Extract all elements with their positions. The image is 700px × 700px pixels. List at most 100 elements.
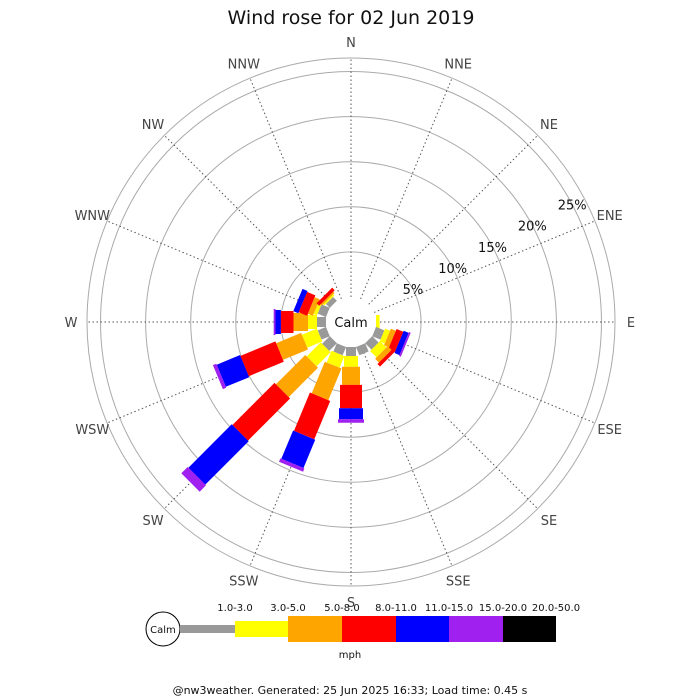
bar-s-bin-1	[346, 347, 356, 356]
dir-label-se: SE	[541, 514, 557, 529]
bar-s-bin-4	[340, 384, 362, 409]
grid-ring-2	[235, 206, 467, 438]
bar-wnw-bin-4	[298, 291, 316, 316]
bar-wsw-bin-4	[240, 341, 284, 377]
dir-label-nne: NNE	[444, 57, 472, 72]
bar-wsw-bin-6	[212, 363, 227, 390]
legend-bin-label-3: 5.0-8.0	[324, 603, 359, 614]
bar-nw-bin-3	[320, 291, 335, 306]
bar-ese-bin-6	[399, 332, 411, 357]
dir-label-e: E	[627, 316, 635, 331]
bar-sse-bin-1	[355, 343, 369, 356]
speed-legend: Calm mph 1.0-3.0 3.0-5.0 5.0-8.0 8.0-11.0 11…	[145, 603, 580, 661]
dir-label-nw: NW	[142, 118, 165, 133]
bar-se-bin-4	[377, 348, 396, 367]
ring-label-1: 5%	[403, 283, 424, 298]
bar-wnw-bin-5	[293, 288, 308, 314]
bar-e-bin-2	[376, 315, 380, 329]
dir-label-sw: SW	[142, 514, 163, 529]
bar-ese-bin-5	[394, 330, 409, 356]
bar-se-bin-2	[370, 341, 387, 358]
legend-calm-label: Calm	[150, 625, 176, 636]
bar-ese-bin-2	[379, 328, 391, 344]
bar-w-bin-3	[293, 313, 308, 331]
bar-ssw-bin-6	[279, 458, 305, 472]
bar-ssw-bin-2	[326, 350, 345, 368]
bar-w-bin-1	[317, 317, 326, 327]
calm-label: Calm	[334, 316, 367, 331]
wind-bars	[181, 287, 411, 492]
bar-sw-bin-6	[181, 467, 206, 492]
calm-circle-shape	[326, 297, 376, 347]
bar-w-bin-5	[275, 310, 281, 334]
bar-sw-bin-3	[275, 355, 318, 398]
bar-ese-bin-1	[372, 326, 385, 340]
bar-s-bin-6	[338, 419, 364, 423]
bar-s-bin-5	[339, 408, 363, 420]
grid-ring-3	[190, 161, 512, 483]
bar-wnw-bin-1	[317, 304, 330, 318]
bar-w-bin-4	[280, 311, 294, 333]
bar-w-bin-6	[273, 309, 276, 335]
ring-label-4: 20%	[518, 220, 547, 235]
legend-swatch-1	[180, 625, 235, 633]
legend-units: mph	[339, 650, 361, 661]
legend-bin-label-1: 1.0-3.0	[217, 603, 252, 614]
dir-label-wnw: WNW	[75, 209, 111, 224]
legend-swatch-2	[235, 621, 288, 637]
dir-label-ne: NE	[540, 118, 558, 133]
bar-nw-bin-2	[323, 294, 335, 306]
dir-label-wsw: WSW	[75, 423, 109, 438]
legend-swatch-7	[503, 616, 556, 642]
legend-bin-label-4: 8.0-11.0	[375, 603, 417, 614]
dir-label-ssw: SSW	[229, 575, 259, 590]
dir-label-nnw: NNW	[228, 57, 260, 72]
chart-title: Wind rose for 02 Jun 2019	[228, 7, 475, 29]
legend-swatch-3	[288, 616, 342, 642]
bar-ssw-bin-5	[281, 430, 316, 468]
dir-label-n: N	[346, 36, 356, 51]
bar-ssw-bin-1	[333, 343, 347, 356]
bar-se-bin-3	[375, 346, 392, 363]
footer-text: @nw3weather. Generated: 25 Jun 2025 16:3…	[173, 684, 528, 697]
bar-s-bin-3	[342, 366, 360, 385]
legend-bin-label-2: 3.0-5.0	[270, 603, 305, 614]
ring-labels: 5% 10% 15% 20% 25%	[403, 198, 587, 298]
calm-circle: Calm	[326, 297, 376, 347]
legend-swatch-4	[342, 616, 396, 642]
direction-labels: N NNE NE ENE E ESE SE SSE S SSW SW WSW W WNW NW NNW	[65, 36, 636, 611]
bar-sw-bin-5	[188, 424, 249, 485]
ring-label-2: 10%	[438, 262, 467, 277]
legend-bin-label-6: 15.0-20.0	[479, 603, 527, 614]
legend-swatch-5	[396, 616, 449, 642]
legend-bin-label-5: 11.0-15.0	[425, 603, 473, 614]
dir-label-s: S	[347, 596, 355, 611]
bar-wsw-bin-5	[216, 355, 250, 387]
bar-wsw-bin-3	[276, 332, 308, 360]
bar-ssw-bin-4	[294, 392, 331, 440]
bar-nw-bin-1	[326, 297, 337, 308]
bar-se-bin-1	[365, 336, 379, 350]
bar-wsw-bin-2	[301, 328, 323, 348]
bar-ssw-bin-3	[311, 361, 342, 401]
dir-label-sse: SSE	[446, 575, 471, 590]
dir-label-w: W	[65, 316, 78, 331]
bar-sw-bin-2	[306, 342, 331, 367]
grid-ring-outer	[86, 57, 616, 587]
bar-ese-bin-3	[384, 328, 396, 348]
ring-label-3: 15%	[478, 241, 507, 256]
bar-sw-bin-1	[322, 336, 337, 351]
legend-bin-label-7: 20.0-50.0	[532, 603, 580, 614]
bar-s-bin-2	[344, 356, 358, 367]
bar-wsw-bin-1	[317, 326, 330, 340]
legend-swatch-6	[449, 616, 503, 642]
dir-label-ene: ENE	[597, 209, 623, 224]
ring-label-5: 25%	[558, 198, 587, 213]
dir-label-ese: ESE	[597, 423, 622, 438]
bar-w-bin-2	[308, 315, 317, 329]
bar-wnw-bin-3	[307, 297, 320, 316]
bar-ese-bin-4	[388, 329, 404, 353]
bar-sw-bin-4	[232, 382, 291, 441]
bar-nw-bin-4	[316, 287, 335, 306]
